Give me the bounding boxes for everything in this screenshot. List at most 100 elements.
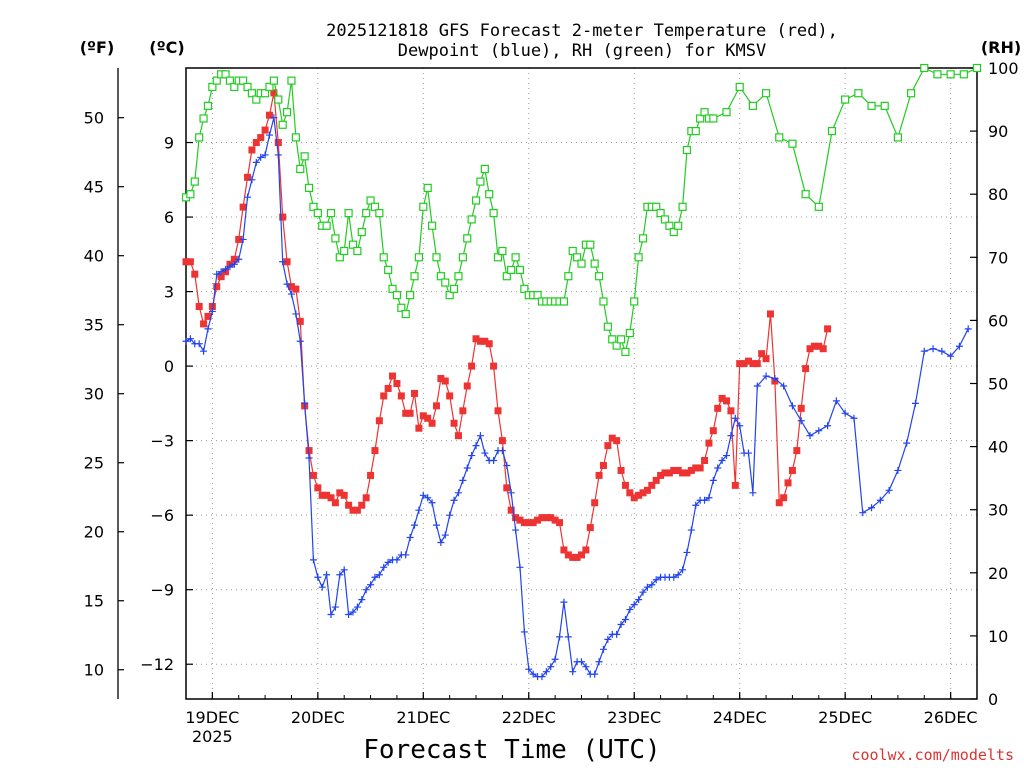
data-point xyxy=(384,265,393,275)
data-point xyxy=(309,471,317,479)
data-point xyxy=(525,519,533,527)
data-point xyxy=(591,499,599,507)
data-point xyxy=(304,183,314,192)
data-point xyxy=(748,101,757,110)
data-point xyxy=(731,481,739,489)
data-point xyxy=(367,581,375,589)
data-point xyxy=(432,253,441,262)
data-point xyxy=(701,496,709,504)
series xyxy=(181,63,982,681)
data-point xyxy=(384,384,392,392)
data-point xyxy=(648,481,656,489)
data-point xyxy=(344,209,353,218)
data-point xyxy=(806,345,814,353)
data-point xyxy=(388,284,397,293)
data-point xyxy=(564,551,572,559)
data-point xyxy=(200,320,208,328)
data-point xyxy=(503,461,511,469)
data-point xyxy=(261,89,270,98)
data-point xyxy=(406,291,415,300)
data-point xyxy=(599,461,607,469)
data-point xyxy=(309,202,318,211)
data-point xyxy=(191,270,199,278)
data-point xyxy=(445,291,454,300)
data-point xyxy=(195,340,203,348)
data-point xyxy=(230,260,238,268)
data-point xyxy=(903,439,911,447)
data-point xyxy=(476,432,484,440)
data-point xyxy=(454,432,462,440)
gridlines xyxy=(186,68,977,699)
data-point xyxy=(578,551,585,559)
data-point xyxy=(411,521,419,529)
tick-label-rh: 10 xyxy=(988,627,1008,646)
data-point xyxy=(608,335,617,344)
data-point xyxy=(349,608,357,616)
data-point xyxy=(893,133,903,142)
data-point xyxy=(182,258,190,266)
data-point xyxy=(621,616,629,624)
data-point xyxy=(613,437,621,445)
data-point xyxy=(301,399,309,407)
data-point xyxy=(283,280,291,288)
data-point xyxy=(617,620,625,628)
data-point xyxy=(635,596,643,604)
data-point xyxy=(279,213,287,221)
data-point xyxy=(556,519,564,527)
data-point xyxy=(490,362,498,370)
data-point xyxy=(568,246,577,256)
data-point xyxy=(454,489,462,497)
data-point xyxy=(827,126,837,136)
data-point xyxy=(630,601,638,609)
data-point xyxy=(559,297,569,306)
data-point xyxy=(744,357,752,365)
data-point xyxy=(556,633,564,641)
data-point xyxy=(529,519,537,527)
data-point xyxy=(736,422,744,430)
data-point xyxy=(511,253,520,262)
data-point xyxy=(538,673,546,681)
data-point xyxy=(481,337,489,345)
data-point xyxy=(406,534,414,542)
tick-label-rh: 80 xyxy=(988,185,1008,204)
data-point xyxy=(512,526,520,534)
data-point xyxy=(753,360,761,368)
data-point xyxy=(850,414,858,422)
data-point xyxy=(419,412,427,420)
data-point xyxy=(327,611,335,619)
data-point xyxy=(252,95,261,104)
data-point xyxy=(731,414,739,422)
data-point xyxy=(612,341,621,350)
credit-label: coolwx.com/modelts xyxy=(851,746,1014,764)
data-point xyxy=(468,452,476,460)
data-point xyxy=(534,516,542,524)
data-point xyxy=(709,114,718,123)
data-point xyxy=(208,302,216,310)
data-point xyxy=(274,151,282,159)
data-point xyxy=(428,419,436,427)
data-point xyxy=(305,447,313,455)
tick-label-date: 22DEC xyxy=(502,708,556,727)
tick-label-rh: 90 xyxy=(988,122,1008,141)
data-point xyxy=(652,476,660,484)
data-point xyxy=(643,583,651,591)
data-point xyxy=(674,221,683,230)
data-point xyxy=(841,95,850,104)
data-point xyxy=(393,556,401,564)
data-point xyxy=(498,447,506,455)
data-point xyxy=(476,337,484,345)
data-point xyxy=(252,139,260,147)
data-point xyxy=(660,215,670,224)
data-point xyxy=(590,259,599,268)
tick-label-date: 26DEC xyxy=(924,708,978,727)
data-point xyxy=(313,209,322,218)
data-point xyxy=(705,439,713,447)
data-point xyxy=(213,283,221,291)
data-point xyxy=(502,272,511,281)
data-point xyxy=(670,466,678,474)
data-point xyxy=(389,372,397,380)
data-point xyxy=(450,496,458,504)
data-point xyxy=(371,447,379,455)
data-point xyxy=(929,345,937,353)
